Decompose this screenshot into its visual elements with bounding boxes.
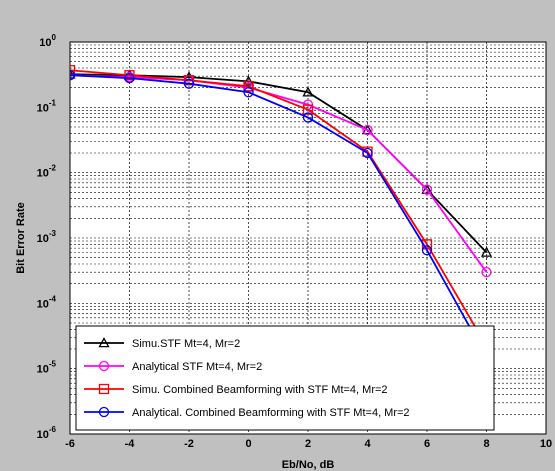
y-tick-label: 100 (39, 33, 56, 49)
series-line (70, 69, 488, 347)
y-tick-label: 10-2 (37, 164, 57, 180)
marker-square (243, 81, 254, 92)
y-tick-exponent: -3 (49, 229, 57, 238)
marker-square (98, 383, 110, 395)
marker-circle (362, 124, 373, 136)
marker-circle (124, 72, 135, 84)
y-tick-exponent: 0 (52, 33, 57, 42)
x-tick-label: 10 (540, 438, 552, 450)
y-tick-base: 10 (37, 233, 49, 245)
marker-triangle (98, 337, 110, 348)
marker-circle (421, 245, 433, 256)
marker-triangle (421, 183, 433, 194)
legend: Simu.STF Mt=4, Mr=2 Analytical STF Mt=4, … (75, 325, 495, 431)
x-tick-labels: -6 -4 -2 0 2 4 6 8 10 (65, 438, 552, 450)
marker-triangle (70, 68, 76, 79)
y-tick-exponent: -6 (49, 425, 57, 434)
y-tick-base: 10 (37, 298, 49, 310)
y-tick-base: 10 (37, 168, 49, 180)
legend-item: Simu.STF Mt=4, Mr=2 (84, 337, 240, 350)
y-tick-exponent: -4 (49, 294, 57, 303)
marker-triangle (302, 86, 314, 97)
marker-square (183, 75, 195, 86)
legend-item: Analytical. Combined Beamforming with ST… (84, 406, 410, 419)
marker-square (302, 104, 314, 115)
y-tick-exponent: -5 (49, 360, 57, 369)
plot-frame (69, 41, 547, 435)
marker-circle (302, 112, 314, 123)
legend-box (75, 325, 495, 431)
marker-circle (362, 147, 373, 159)
x-axis-label: Eb/No, dB (282, 459, 335, 471)
legend-label: Analytical. Combined Beamforming with ST… (132, 407, 410, 419)
x-tick-label: -4 (125, 438, 136, 450)
series-lines (70, 65, 493, 363)
series-line (70, 74, 488, 358)
marker-circle (481, 267, 492, 278)
x-tick-label: 4 (364, 438, 371, 450)
x-tick-label: -2 (184, 438, 194, 450)
y-tick-label: 10-5 (37, 360, 57, 376)
marker-circle (98, 360, 110, 372)
y-axis-label: Bit Error Rate (15, 202, 27, 274)
y-tick-base: 10 (37, 102, 49, 114)
series-line (70, 74, 488, 273)
grid-lines (69, 41, 547, 435)
marker-circle (70, 70, 76, 81)
y-tick-base: 10 (39, 37, 51, 49)
x-tick-label: 6 (424, 438, 430, 450)
legend-label: Simu.STF Mt=4, Mr=2 (132, 338, 240, 350)
marker-circle (243, 87, 254, 98)
marker-circle (183, 78, 195, 89)
x-tick-label: 8 (483, 438, 489, 450)
y-tick-exponent: -1 (49, 98, 57, 107)
y-tick-label: 10-6 (37, 425, 57, 441)
legend-item: Analytical STF Mt=4, Mr=2 (84, 360, 262, 373)
y-tick-label: 10-1 (37, 98, 57, 114)
marker-circle (98, 406, 110, 418)
y-tick-exponent: -2 (49, 164, 57, 173)
x-tick-label: -6 (65, 438, 75, 450)
marker-square (70, 65, 76, 76)
y-tick-base: 10 (37, 429, 49, 441)
marker-triangle (242, 75, 255, 86)
y-tick-label: 10-3 (37, 229, 57, 245)
marker-triangle (480, 246, 493, 257)
x-tick-label: 0 (245, 438, 251, 450)
marker-square (124, 70, 135, 81)
legend-item: Simu. Combined Beamforming with STF Mt=4… (84, 383, 388, 396)
legend-label: Analytical STF Mt=4, Mr=2 (132, 361, 262, 373)
x-tick-label: 2 (305, 438, 311, 450)
y-tick-base: 10 (37, 364, 49, 376)
marker-circle (421, 184, 433, 195)
legend-label: Simu. Combined Beamforming with STF Mt=4… (132, 384, 388, 396)
y-tick-label: 10-4 (37, 294, 57, 310)
